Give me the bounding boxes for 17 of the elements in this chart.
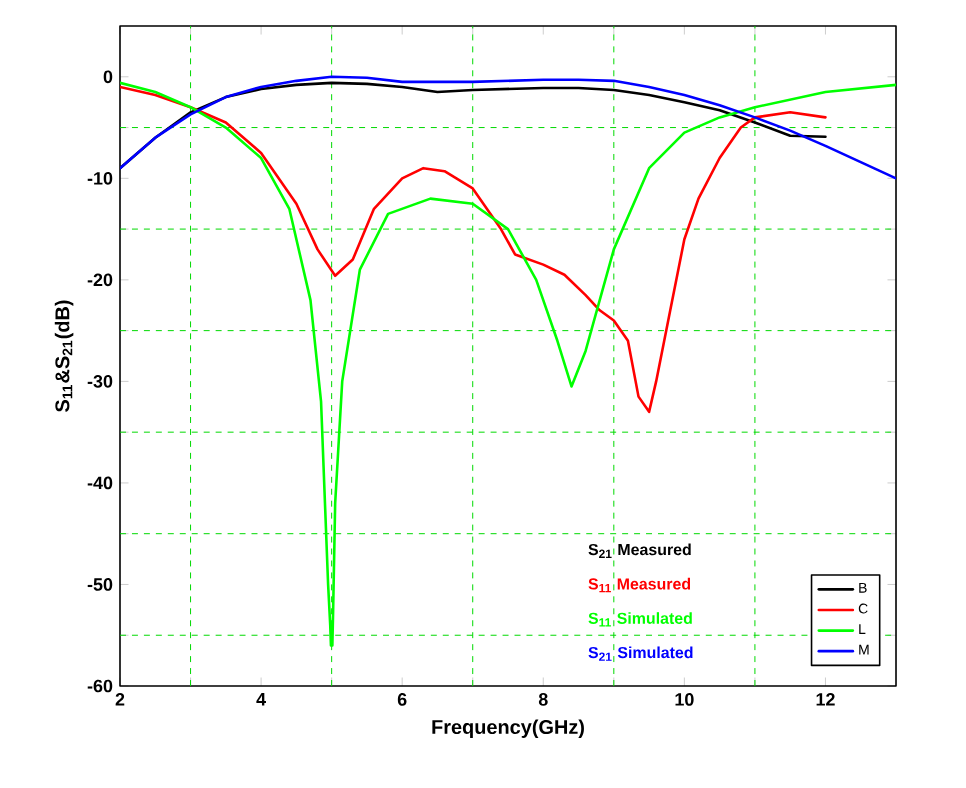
y-tick-label: -40 <box>87 476 113 490</box>
y-tick-label: -60 <box>87 679 113 693</box>
y-tick-label: -50 <box>87 578 113 591</box>
y-tick-label: -10 <box>87 171 113 185</box>
y-tick-label: -20 <box>87 273 113 287</box>
x-tick-label: 4 <box>256 693 266 706</box>
line-series <box>120 81 897 647</box>
line-series <box>120 85 827 414</box>
y-tick-label: -30 <box>87 375 113 388</box>
y-tick-label: 0 <box>103 70 113 84</box>
y-axis-title: S$_{11}$&S$_{21}$(dB) <box>54 300 74 412</box>
x-tick-label: 10 <box>675 693 694 706</box>
x-tick-label: 12 <box>816 693 835 706</box>
x-tick-label: 8 <box>538 693 548 706</box>
x-tick-label: 6 <box>397 693 407 706</box>
x-axis-title: Frequency(GHz) <box>432 719 584 738</box>
x-tick-label: 2 <box>115 693 125 706</box>
